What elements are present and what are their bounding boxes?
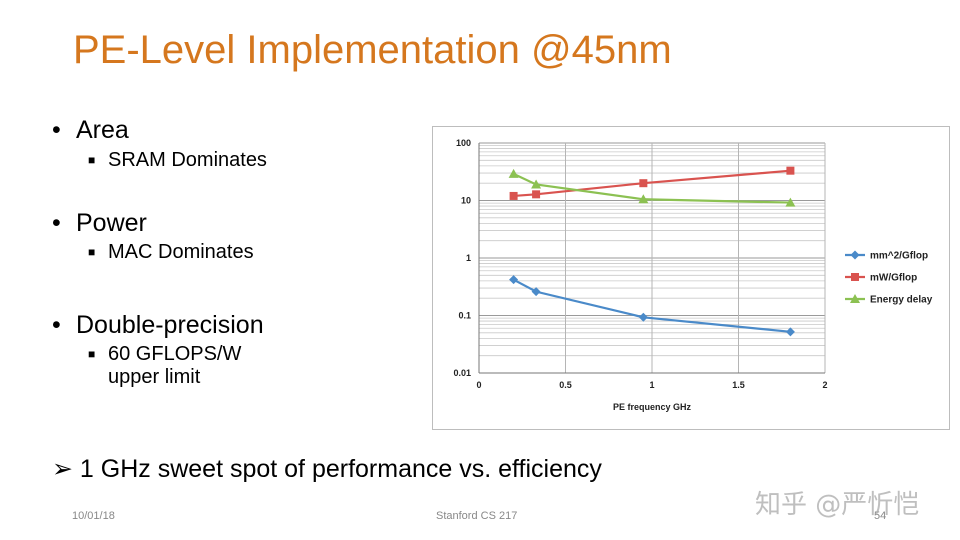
- data-point: [638, 194, 649, 204]
- footer-course: Stanford CS 217: [436, 510, 518, 522]
- data-point: [639, 179, 648, 188]
- bullet-label: Power: [76, 209, 147, 237]
- x-tick-label: 0: [476, 380, 481, 390]
- bullet-double-precision: • Double-precision: [52, 311, 264, 340]
- sub-bullet-power: ■ MAC Dominates: [88, 241, 254, 265]
- y-tick-label: 1: [466, 253, 471, 263]
- series-line: [513, 278, 791, 333]
- data-point: [509, 191, 518, 200]
- footer-date: 10/01/18: [72, 510, 115, 522]
- y-tick-label: 0.1: [458, 311, 471, 321]
- sub-bullet-text: SRAM Dominates: [108, 149, 267, 171]
- bullet-power: • Power: [52, 209, 147, 238]
- sub-bullet-double-precision: ■ 60 GFLOPS/W upper limit: [88, 343, 241, 389]
- bullet-label: Double-precision: [76, 311, 264, 339]
- x-tick-label: 1.5: [732, 380, 745, 390]
- data-point: [531, 287, 541, 297]
- x-tick-label: 0.5: [559, 380, 572, 390]
- line-chart: 100 10 1 0.1 0.01 0 0.5 1 1.5 2 PE frequency GHz mm…: [453, 138, 933, 412]
- footer-page-number: 54: [874, 510, 887, 522]
- series-line: [513, 172, 791, 204]
- y-tick-label: 100: [456, 138, 471, 148]
- sub-bullet-square: ■: [88, 347, 96, 361]
- legend-marker: [850, 250, 860, 260]
- watermark: 知乎 @严忻恺: [755, 490, 920, 520]
- data-point: [638, 312, 648, 322]
- bullet-dot: •: [52, 116, 61, 144]
- legend-marker: [851, 273, 859, 281]
- x-tick-label: 1: [649, 380, 654, 390]
- sub-bullet-square: ■: [88, 153, 96, 167]
- sub-bullet-line-2: upper limit: [108, 366, 201, 388]
- data-point: [785, 327, 795, 337]
- slide-title: PE-Level Implementation @45nm: [73, 28, 672, 72]
- data-point: [509, 275, 519, 285]
- legend-label: mm^2/Gflop: [870, 251, 928, 262]
- bullet-label: Area: [76, 116, 129, 144]
- y-tick-label: 10: [461, 196, 471, 206]
- sub-bullet-area: ■ SRAM Dominates: [88, 149, 267, 173]
- sub-bullet-line-1: 60 GFLOPS/W: [108, 343, 242, 365]
- x-axis-label: PE frequency GHz: [613, 402, 692, 412]
- conclusion-bullet: ➢ 1 GHz sweet spot of performance vs. ef…: [52, 454, 602, 484]
- bullet-dot: •: [52, 209, 61, 237]
- legend-label: mW/Gflop: [870, 273, 917, 284]
- sub-bullet-text: MAC Dominates: [108, 241, 254, 263]
- legend-marker: [850, 294, 860, 303]
- y-tick-label: 0.01: [453, 368, 471, 378]
- series-line: [513, 169, 791, 198]
- conclusion-text: 1 GHz sweet spot of performance vs. effi…: [79, 455, 602, 483]
- legend-label: Energy delay: [870, 295, 933, 306]
- arrow-bullet-icon: ➢: [52, 455, 73, 483]
- chart-frame: 100 10 1 0.1 0.01 0 0.5 1 1.5 2 PE frequency GHz mm…: [432, 126, 950, 430]
- data-point: [785, 197, 796, 207]
- sub-bullet-square: ■: [88, 245, 96, 259]
- data-point: [531, 179, 542, 189]
- bullet-area: • Area: [52, 116, 129, 145]
- sub-bullet-text: 60 GFLOPS/W upper limit: [108, 343, 241, 389]
- data-point: [508, 168, 519, 178]
- bullet-dot: •: [52, 311, 61, 339]
- x-tick-label: 2: [822, 380, 827, 390]
- data-point: [532, 190, 541, 199]
- data-point: [786, 166, 795, 175]
